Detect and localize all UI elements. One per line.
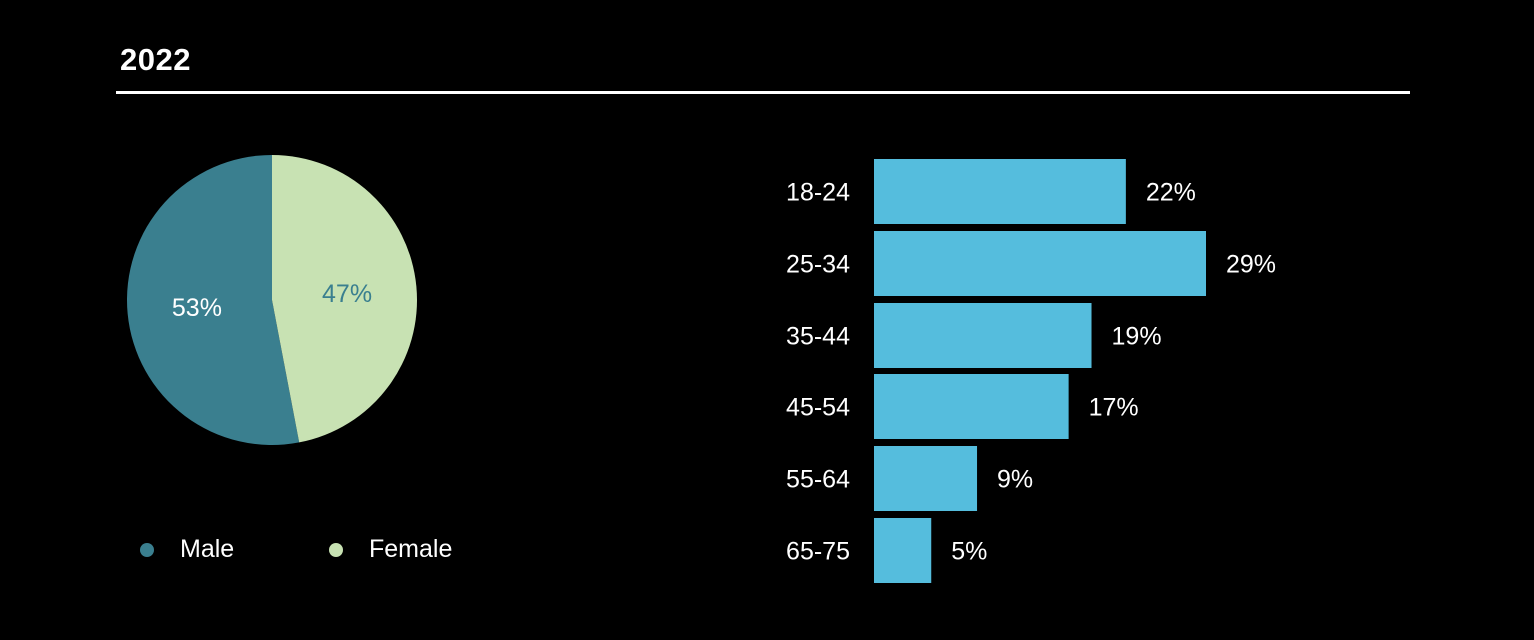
bar-55-64 (874, 446, 978, 511)
bar-value-label: 29% (1226, 251, 1276, 279)
page-title: 2022 (120, 42, 191, 77)
bar-value-label: 5% (951, 538, 987, 566)
bar-category-label: 35-44 (786, 323, 850, 351)
bar-category-label: 55-64 (786, 466, 850, 494)
legend-label-female: Female (369, 535, 453, 563)
pie-label-male: 53% (172, 294, 222, 322)
legend-item-female: Female (329, 535, 452, 564)
legend-swatch-female (329, 542, 343, 557)
bar-category-label: 45-54 (786, 394, 850, 422)
bar-value-label: 19% (1112, 323, 1162, 351)
pie-label-female: 47% (322, 280, 372, 308)
bar-value-label: 22% (1146, 179, 1196, 207)
legend-label-male: Male (180, 535, 235, 563)
bar-category-label: 65-75 (786, 538, 850, 566)
bar-value-label: 17% (1089, 394, 1139, 422)
bar-35-44 (874, 303, 1092, 368)
bar-value-label: 9% (997, 466, 1033, 494)
legend-swatch-male (140, 542, 154, 557)
bar-category-label: 18-24 (786, 179, 850, 207)
pie-slice-female (272, 155, 417, 443)
bar-18-24 (874, 159, 1126, 224)
pie-slice-male (126, 155, 300, 446)
bar-45-54 (874, 374, 1069, 439)
bar-category-label: 25-34 (786, 251, 850, 279)
bar-25-34 (874, 231, 1206, 296)
title-divider (116, 91, 1410, 94)
bar-65-75 (874, 518, 932, 583)
legend-item-male: Male (140, 535, 234, 564)
